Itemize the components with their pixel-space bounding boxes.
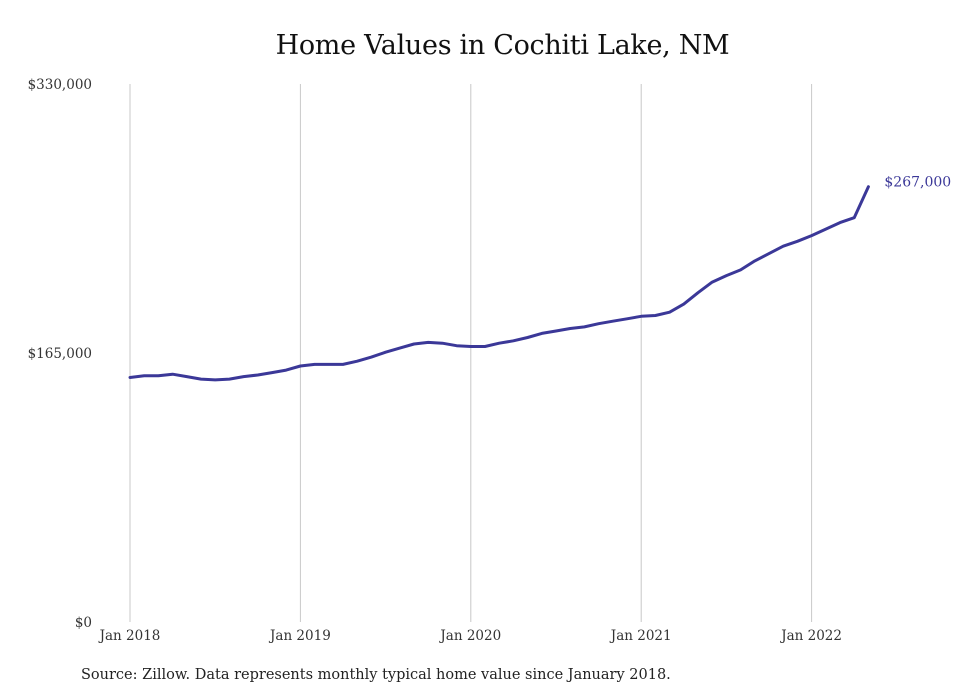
x-axis-ticks: Jan 2018 Jan 2019 Jan 2020 Jan 2021 Jan 2022: [98, 628, 842, 644]
y-tick-label: $330,000: [28, 77, 92, 93]
y-axis-ticks: $0 $165,000 $330,000: [28, 77, 92, 631]
gridlines: [129, 84, 813, 622]
y-tick-label: $165,000: [28, 346, 92, 362]
series-layer: $267,000: [128, 175, 951, 382]
series-line: [128, 185, 870, 382]
x-tick-label: Jan 2019: [268, 628, 331, 644]
chart-title: Home Values in Cochiti Lake, NM: [275, 30, 730, 61]
source-note: Source: Zillow. Data represents monthly …: [81, 667, 671, 683]
x-tick-label: Jan 2020: [438, 628, 501, 644]
y-tick-label: $0: [75, 615, 92, 631]
line-chart: $0$165,000$330,000 Jan 2018 Jan 2019 Jan 2…: [28, 77, 952, 644]
x-tick-label: Jan 2022: [779, 628, 842, 644]
end-value-label: $267,000: [884, 175, 951, 191]
x-tick-label: Jan 2018: [98, 628, 161, 644]
x-tick-label: Jan 2021: [609, 628, 672, 644]
